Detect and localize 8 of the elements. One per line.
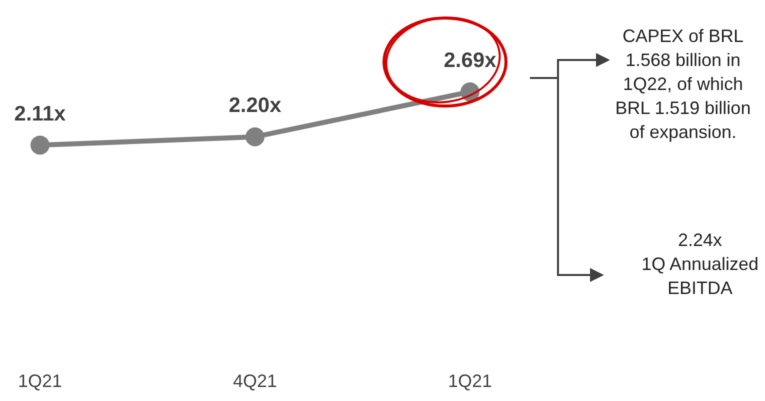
x-tick-label: 1Q21: [18, 371, 62, 392]
data-label: 2.69x: [444, 49, 497, 72]
x-tick-label: 4Q21: [232, 371, 278, 392]
data-label: 2.20x: [228, 94, 282, 118]
data-label: 2.11x: [14, 102, 66, 126]
x-tick-label: 1Q21: [448, 371, 492, 392]
text: 2.24x 1Q Annualized EBITDA: [640, 229, 760, 300]
text: CAPEX of BRL 1.568 billion in 1Q22, of which BRL 1.519 billion of expansion.: [614, 25, 752, 144]
